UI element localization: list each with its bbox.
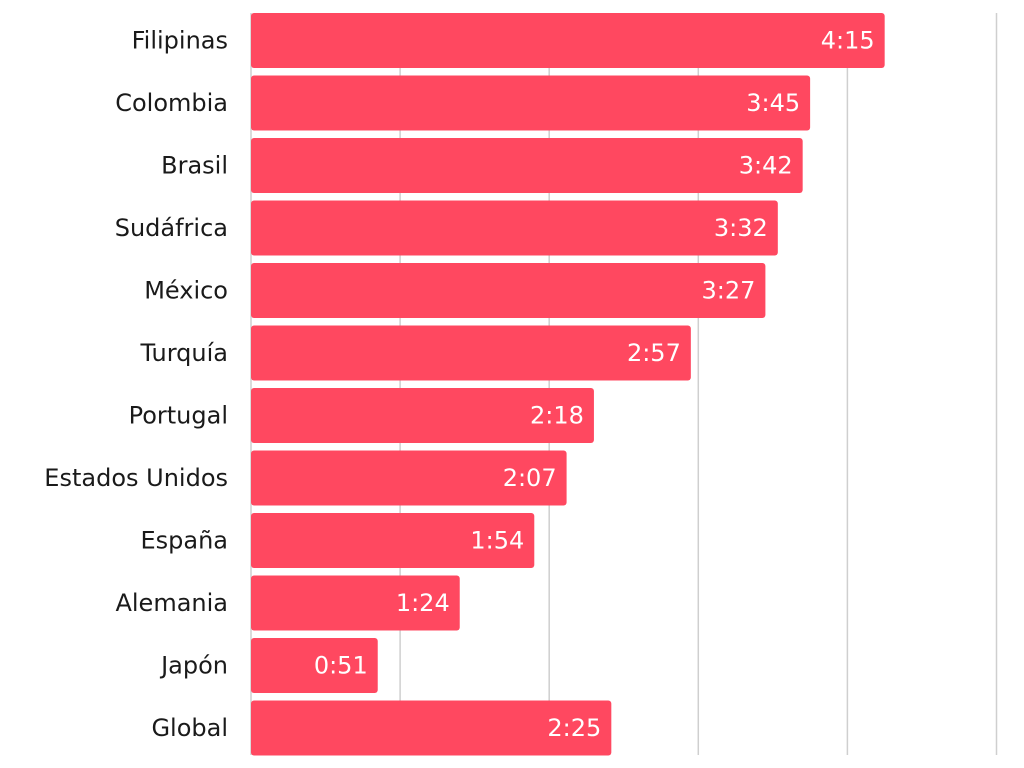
bar bbox=[251, 263, 766, 318]
category-label: Brasil bbox=[161, 152, 228, 180]
category-label: España bbox=[140, 527, 228, 555]
value-label: 4:15 bbox=[821, 27, 875, 55]
value-label: 2:57 bbox=[627, 339, 681, 367]
value-labels: 4:15 3:45 3:42 3:32 3:27 2:57 2:18 2:07 1:54 1:24… bbox=[314, 27, 875, 743]
category-labels: Filipinas Colombia Brasil Sudáfrica México Tu… bbox=[44, 27, 228, 743]
bar bbox=[251, 138, 803, 193]
value-label: 2:25 bbox=[547, 714, 601, 742]
value-label: 1:54 bbox=[470, 527, 524, 555]
value-label: 2:18 bbox=[530, 402, 584, 430]
bar bbox=[251, 638, 378, 693]
category-label: Global bbox=[151, 714, 228, 742]
bar bbox=[251, 13, 885, 68]
bar bbox=[251, 388, 594, 443]
value-label: 0:51 bbox=[314, 652, 368, 680]
category-label: Portugal bbox=[129, 402, 228, 430]
category-label: Japón bbox=[159, 652, 228, 680]
grid-lines bbox=[250, 13, 998, 755]
category-label: Turquía bbox=[140, 339, 229, 367]
value-label: 1:24 bbox=[396, 589, 450, 617]
value-label: 3:42 bbox=[739, 152, 793, 180]
bar bbox=[251, 700, 612, 756]
bar bbox=[251, 513, 535, 568]
bar bbox=[251, 75, 811, 131]
value-label: 3:27 bbox=[701, 277, 755, 305]
category-label: México bbox=[144, 277, 228, 305]
value-label: 3:45 bbox=[746, 89, 800, 117]
bar bbox=[251, 450, 567, 506]
bars bbox=[251, 13, 885, 756]
category-label: Filipinas bbox=[132, 27, 228, 55]
bar bbox=[251, 575, 460, 631]
category-label: Alemania bbox=[115, 589, 228, 617]
category-label: Sudáfrica bbox=[115, 214, 228, 242]
category-label: Colombia bbox=[115, 89, 228, 117]
category-label: Estados Unidos bbox=[44, 464, 228, 492]
value-label: 3:32 bbox=[714, 214, 768, 242]
bar bbox=[251, 325, 691, 381]
bar bbox=[251, 200, 778, 256]
value-label: 2:07 bbox=[503, 464, 557, 492]
